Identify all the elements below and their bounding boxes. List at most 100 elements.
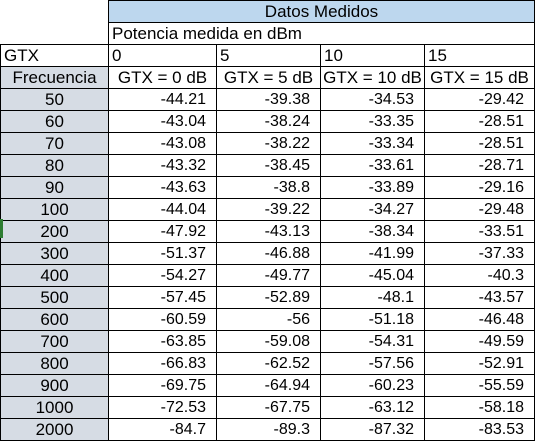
value-cell[interactable]: -29.48 <box>424 198 535 221</box>
value-cell[interactable]: -29.16 <box>424 176 535 199</box>
frequency-cell[interactable]: 600 <box>0 308 109 331</box>
column-header-cell[interactable]: GTX = 0 dB <box>108 66 217 89</box>
value-cell[interactable]: -72.53 <box>108 396 217 419</box>
value-cell[interactable]: -54.27 <box>108 264 217 287</box>
column-header-cell[interactable]: GTX = 15 dB <box>424 66 535 89</box>
value-cell[interactable]: -37.33 <box>424 242 535 265</box>
value-cell[interactable]: -43.32 <box>108 154 217 177</box>
frequency-cell[interactable]: 400 <box>0 264 109 287</box>
value-cell[interactable]: -84.7 <box>108 418 217 441</box>
value-cell[interactable]: -38.45 <box>216 154 321 177</box>
value-cell[interactable]: -34.53 <box>320 88 425 111</box>
blank-cell[interactable] <box>1 1 109 23</box>
frequency-cell[interactable]: 500 <box>0 286 109 309</box>
value-cell[interactable]: -28.51 <box>424 132 535 155</box>
frequency-header-cell[interactable]: Frecuencia <box>0 66 109 89</box>
frequency-cell[interactable]: 900 <box>0 374 109 397</box>
value-cell[interactable]: -38.24 <box>216 110 321 133</box>
gtx-value-cell[interactable]: 10 <box>320 44 425 67</box>
value-cell[interactable]: -41.99 <box>320 242 425 265</box>
value-cell[interactable]: -51.37 <box>108 242 217 265</box>
value-cell[interactable]: -33.51 <box>424 220 535 243</box>
value-cell[interactable]: -46.88 <box>216 242 321 265</box>
value-cell[interactable]: -59.08 <box>216 330 321 353</box>
frequency-cell[interactable]: 100 <box>0 198 109 221</box>
value-cell[interactable]: -63.12 <box>320 396 425 419</box>
gtx-row: GTX 0 5 10 15 <box>0 44 535 67</box>
value-cell[interactable]: -39.22 <box>216 198 321 221</box>
frequency-cell[interactable]: 200 <box>0 220 109 243</box>
value-cell[interactable]: -43.08 <box>108 132 217 155</box>
value-cell[interactable]: -63.85 <box>108 330 217 353</box>
gtx-value-cell[interactable]: 5 <box>216 44 321 67</box>
gtx-value-cell[interactable]: 15 <box>424 44 535 67</box>
value-cell[interactable]: -40.3 <box>424 264 535 287</box>
value-cell[interactable]: -38.22 <box>216 132 321 155</box>
subtitle-cell[interactable]: Potencia medida en dBm <box>108 22 535 45</box>
value-cell[interactable]: -28.71 <box>424 154 535 177</box>
frequency-cell[interactable]: 1000 <box>0 396 109 419</box>
table-row: 900 -69.75 -64.94 -60.23 -55.59 <box>0 374 535 397</box>
value-cell[interactable]: -46.48 <box>424 308 535 331</box>
value-cell[interactable]: -52.91 <box>424 352 535 375</box>
value-cell[interactable]: -28.51 <box>424 110 535 133</box>
frequency-cell[interactable]: 70 <box>0 132 109 155</box>
value-cell[interactable]: -55.59 <box>424 374 535 397</box>
value-cell[interactable]: -49.59 <box>424 330 535 353</box>
blank-cell[interactable] <box>1 23 109 45</box>
value-cell[interactable]: -48.1 <box>320 286 425 309</box>
value-cell[interactable]: -43.57 <box>424 286 535 309</box>
value-cell[interactable]: -83.53 <box>424 418 535 441</box>
frequency-cell[interactable]: 50 <box>0 88 109 111</box>
column-header-row: Frecuencia GTX = 0 dB GTX = 5 dB GTX = 1… <box>0 66 535 89</box>
value-cell[interactable]: -66.83 <box>108 352 217 375</box>
value-cell[interactable]: -52.89 <box>216 286 321 309</box>
column-header-cell[interactable]: GTX = 10 dB <box>320 66 425 89</box>
frequency-cell[interactable]: 60 <box>0 110 109 133</box>
value-cell[interactable]: -43.63 <box>108 176 217 199</box>
value-cell[interactable]: -89.3 <box>216 418 321 441</box>
value-cell[interactable]: -51.18 <box>320 308 425 331</box>
frequency-cell[interactable]: 800 <box>0 352 109 375</box>
value-cell[interactable]: -44.21 <box>108 88 217 111</box>
value-cell[interactable]: -57.56 <box>320 352 425 375</box>
title-cell[interactable]: Datos Medidos <box>108 0 535 23</box>
table-row: 70 -43.08 -38.22 -33.34 -28.51 <box>0 132 535 155</box>
value-cell[interactable]: -33.35 <box>320 110 425 133</box>
value-cell[interactable]: -44.04 <box>108 198 217 221</box>
value-cell[interactable]: -62.52 <box>216 352 321 375</box>
value-cell[interactable]: -58.18 <box>424 396 535 419</box>
value-cell[interactable]: -43.04 <box>108 110 217 133</box>
value-cell[interactable]: -34.27 <box>320 198 425 221</box>
frequency-cell[interactable]: 90 <box>0 176 109 199</box>
value-cell[interactable]: -69.75 <box>108 374 217 397</box>
value-cell[interactable]: -67.75 <box>216 396 321 419</box>
value-cell[interactable]: -39.38 <box>216 88 321 111</box>
gtx-label-cell[interactable]: GTX <box>0 44 109 67</box>
column-header-cell[interactable]: GTX = 5 dB <box>216 66 321 89</box>
frequency-cell[interactable]: 2000 <box>0 418 109 441</box>
value-cell[interactable]: -56 <box>216 308 321 331</box>
value-cell[interactable]: -60.23 <box>320 374 425 397</box>
value-cell[interactable]: -47.92 <box>108 220 217 243</box>
table-row: 1000 -72.53 -67.75 -63.12 -58.18 <box>0 396 535 419</box>
value-cell[interactable]: -33.89 <box>320 176 425 199</box>
value-cell[interactable]: -38.8 <box>216 176 321 199</box>
value-cell[interactable]: -64.94 <box>216 374 321 397</box>
value-cell[interactable]: -38.34 <box>320 220 425 243</box>
frequency-cell[interactable]: 700 <box>0 330 109 353</box>
frequency-cell[interactable]: 300 <box>0 242 109 265</box>
frequency-cell[interactable]: 80 <box>0 154 109 177</box>
value-cell[interactable]: -29.42 <box>424 88 535 111</box>
value-cell[interactable]: -43.13 <box>216 220 321 243</box>
value-cell[interactable]: -49.77 <box>216 264 321 287</box>
value-cell[interactable]: -57.45 <box>108 286 217 309</box>
value-cell[interactable]: -60.59 <box>108 308 217 331</box>
value-cell[interactable]: -45.04 <box>320 264 425 287</box>
value-cell[interactable]: -87.32 <box>320 418 425 441</box>
value-cell[interactable]: -54.31 <box>320 330 425 353</box>
value-cell[interactable]: -33.34 <box>320 132 425 155</box>
gtx-value-cell[interactable]: 0 <box>108 44 217 67</box>
value-cell[interactable]: -33.61 <box>320 154 425 177</box>
table-row: 2000 -84.7 -89.3 -87.32 -83.53 <box>0 418 535 441</box>
